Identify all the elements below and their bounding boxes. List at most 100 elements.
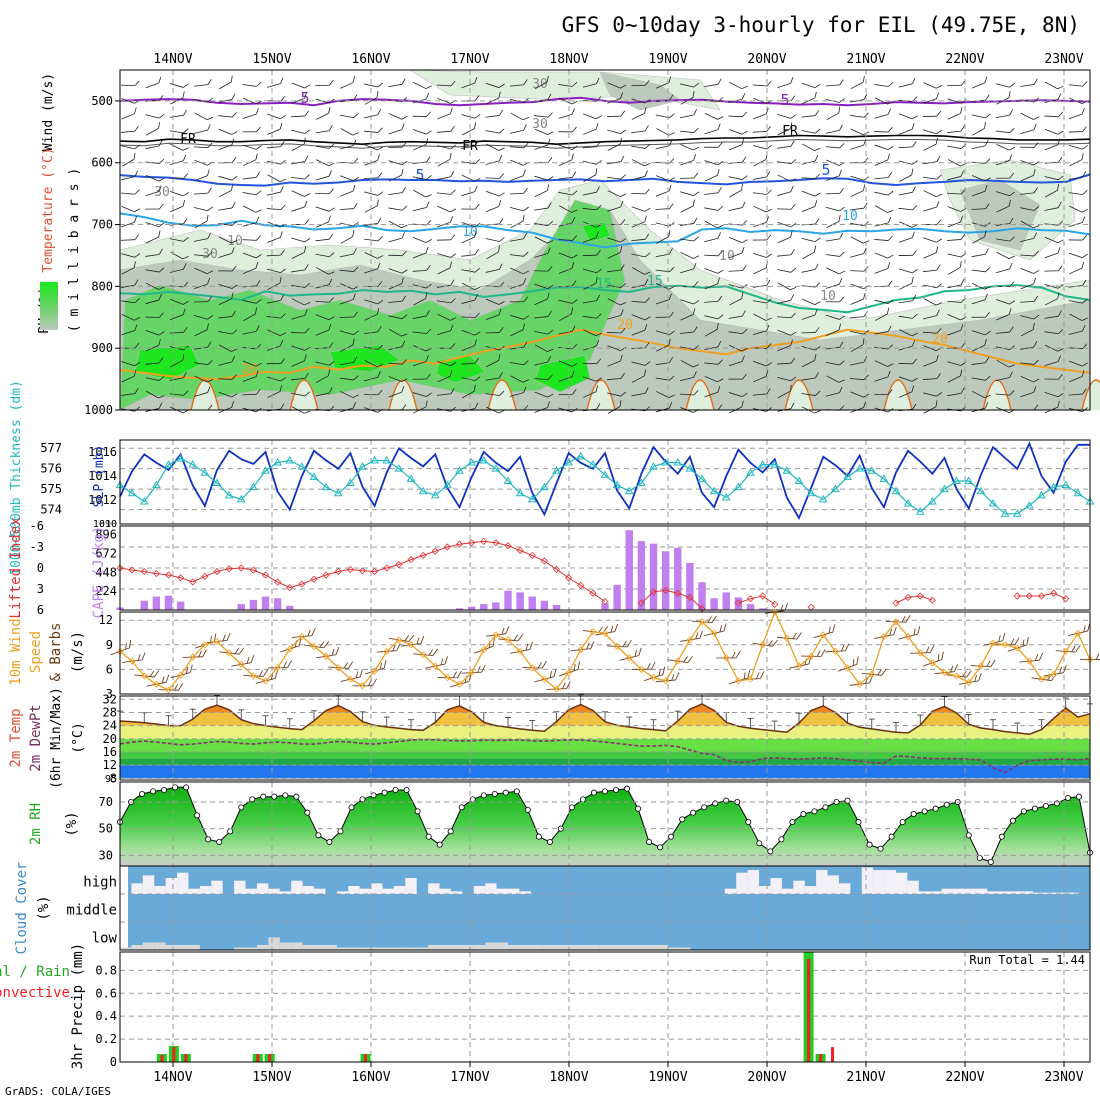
wind-barb-flag bbox=[183, 326, 188, 333]
wind-barb-flag bbox=[280, 268, 286, 273]
wind-barb-flag bbox=[596, 313, 602, 319]
wind-barb-flag bbox=[669, 94, 674, 101]
wind-barb-flag bbox=[1058, 265, 1063, 271]
upper-ytick-label: 700 bbox=[91, 218, 113, 232]
wind-barb-shaft bbox=[485, 177, 500, 179]
wind-barb-shaft bbox=[1044, 128, 1059, 135]
cloud-low-bar bbox=[154, 942, 166, 950]
wind-barb-shaft bbox=[461, 254, 476, 257]
wind-barb-shaft bbox=[607, 190, 621, 197]
surface-cell bbox=[487, 379, 517, 411]
wind-barb-flag bbox=[766, 407, 772, 412]
wind-barb bbox=[389, 328, 408, 337]
wind-barb-shaft bbox=[874, 159, 888, 166]
temp-band bbox=[120, 758, 1090, 766]
wind-barb-shaft bbox=[874, 360, 888, 367]
wind-barb-flag bbox=[693, 172, 699, 179]
wind-barb-shaft bbox=[971, 377, 986, 381]
thickness-point bbox=[236, 494, 246, 503]
wind-barb-flag bbox=[1081, 370, 1085, 377]
wind-barb-flag bbox=[887, 254, 894, 259]
wind-barb-flag bbox=[546, 75, 549, 83]
wind-barb bbox=[461, 282, 481, 291]
wind-barb-shaft bbox=[971, 208, 986, 210]
wind-barb bbox=[582, 77, 600, 88]
wind-barb-flag bbox=[596, 377, 602, 382]
wind-barb-flag bbox=[328, 207, 335, 212]
wind-barb-shaft bbox=[242, 144, 257, 150]
wind-barb-shaft bbox=[267, 174, 281, 182]
thickness-point bbox=[600, 470, 610, 478]
wind-barb-flag bbox=[887, 209, 894, 213]
thickness-point bbox=[952, 476, 961, 484]
wind-barb-flag bbox=[742, 265, 747, 271]
wind-barb bbox=[947, 233, 966, 241]
wind-barb-flag bbox=[596, 249, 601, 256]
wind-barb bbox=[971, 185, 988, 197]
barb-flag bbox=[128, 639, 132, 649]
wind-barb bbox=[461, 114, 481, 119]
wind-barb-flag bbox=[426, 265, 431, 271]
wind-barb bbox=[169, 83, 189, 88]
wind-barb bbox=[388, 340, 406, 351]
rh-point bbox=[326, 839, 333, 846]
wind-barb bbox=[607, 82, 627, 89]
wind-barb-shaft bbox=[923, 206, 937, 212]
wind-barb bbox=[752, 144, 772, 150]
wind-speed-point bbox=[686, 636, 694, 644]
wind-barb-shaft bbox=[777, 299, 791, 304]
cape-bar bbox=[528, 596, 536, 610]
barb-flag-2 bbox=[974, 674, 978, 682]
surface-cell bbox=[784, 379, 814, 411]
wind-barb-shaft bbox=[412, 392, 427, 397]
li-point bbox=[164, 571, 173, 579]
wind-barb-flag bbox=[620, 200, 624, 208]
surface-cell bbox=[190, 379, 220, 411]
wind-barb bbox=[680, 371, 697, 382]
temp-ylabel-3: (6hr Min/Max) bbox=[49, 687, 64, 789]
barb-flag-2 bbox=[671, 673, 675, 681]
wind-barb-flag bbox=[1033, 206, 1040, 211]
wind-barb-flag bbox=[1057, 130, 1064, 135]
wind-barb-flag bbox=[863, 401, 867, 408]
wind-barb bbox=[291, 282, 311, 288]
wind-barb-shaft bbox=[1020, 254, 1035, 257]
wind-barb-shaft bbox=[898, 191, 913, 196]
thickness-point bbox=[891, 486, 901, 495]
thickness-ytick-label: 576 bbox=[40, 462, 62, 476]
wind-barb-shaft bbox=[412, 252, 427, 259]
wind-barb bbox=[971, 267, 991, 273]
wind-barb-shaft bbox=[996, 359, 1010, 368]
wind-barb bbox=[169, 371, 187, 381]
wind-barb-shaft bbox=[485, 377, 500, 381]
thickness-point bbox=[831, 484, 840, 493]
wind-barb bbox=[874, 370, 891, 382]
wind-barb bbox=[461, 174, 481, 182]
wind-barb-shaft bbox=[606, 378, 622, 381]
wind-barb-shaft bbox=[339, 208, 354, 211]
wind-barb bbox=[1044, 355, 1061, 367]
surface-cell bbox=[982, 379, 1012, 411]
wind-barb-shaft bbox=[218, 236, 232, 244]
wind-barb-shaft bbox=[1044, 207, 1059, 211]
cloud-low-bar bbox=[188, 944, 200, 950]
thickness-point bbox=[988, 499, 998, 507]
cloud-high-bar bbox=[1032, 892, 1045, 894]
wind-barb-flag bbox=[158, 402, 163, 409]
wind-barb-flag bbox=[134, 170, 139, 177]
wind-barb-flag bbox=[790, 286, 797, 291]
wind-barb-shaft bbox=[923, 237, 937, 243]
wind-barb bbox=[606, 327, 626, 334]
wind-barb-flag bbox=[473, 384, 476, 392]
wind-speed-point bbox=[759, 641, 767, 649]
wind-barb-flag bbox=[255, 362, 262, 367]
barb-flag-2 bbox=[962, 670, 967, 677]
wind-barb-shaft bbox=[752, 300, 767, 304]
wind-barb bbox=[170, 353, 185, 368]
wind-barb bbox=[461, 185, 478, 197]
wind-barb-flag bbox=[693, 146, 700, 151]
wind-barb-shaft bbox=[679, 238, 694, 242]
wind-barb-shaft bbox=[388, 237, 403, 243]
wind-barb-shaft bbox=[729, 81, 742, 90]
wind-barb-flag bbox=[985, 203, 990, 210]
